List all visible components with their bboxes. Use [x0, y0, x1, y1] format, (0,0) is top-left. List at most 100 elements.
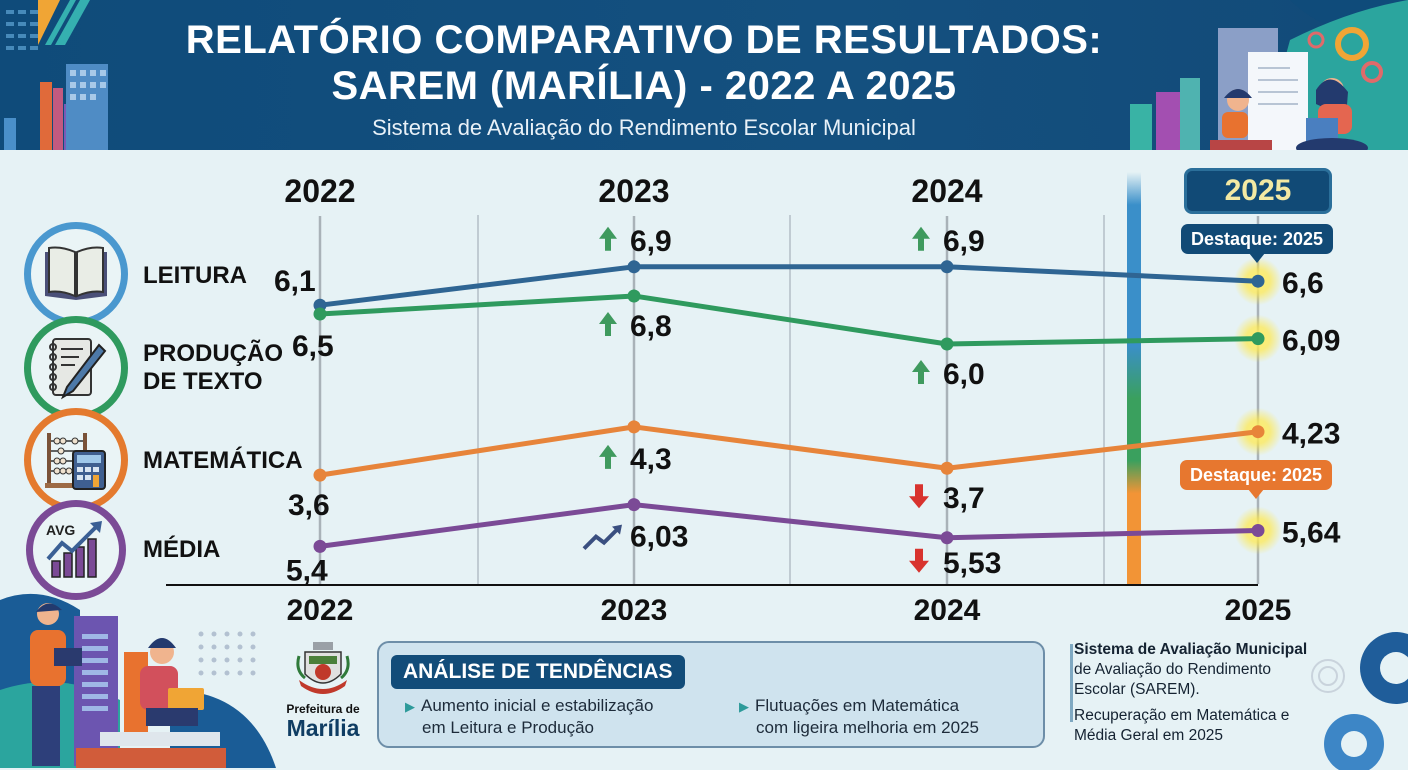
bullet-triangle-icon: ▶: [405, 699, 415, 714]
logo-text-marilia: Marília: [286, 715, 360, 741]
x-tick-label-2024: 2024: [914, 594, 981, 620]
subject-label-media: MÉDIA: [143, 536, 221, 563]
logo-text-prefeitura: Prefeitura de: [286, 702, 360, 716]
data-label: 6,1: [274, 265, 316, 298]
data-point: [1251, 332, 1265, 346]
data-point: [627, 420, 641, 434]
growth-line: [582, 527, 620, 551]
report-subtitle: Sistema de Avaliação do Rendimento Escol…: [372, 115, 916, 140]
top-year-label-2023: 2023: [598, 173, 669, 209]
top-year-label-2024: 2024: [911, 173, 982, 209]
data-point: [313, 539, 327, 553]
trend-up-arrow-icon: [599, 312, 617, 336]
side-note-rest: de Avaliação do Rendimento Escolar (SARE…: [1074, 661, 1272, 698]
trend-bullet-1-line1: Aumento inicial e estabilização: [421, 696, 654, 715]
series-line-leitura: [319, 264, 1259, 308]
x-tick-label-2023: 2023: [601, 594, 668, 620]
x-tick-label-2025: 2025: [1225, 594, 1292, 620]
growth-trend-icon: [582, 524, 622, 551]
data-label: 6,9: [630, 225, 672, 258]
trend-bullet-1: ▶ Aumento inicial e estabilização em Leit…: [405, 695, 653, 738]
trend-analysis-box: ANÁLISE DE TENDÊNCIAS ▶ Aumento inicial e…: [377, 641, 1045, 748]
highlight-divider-bar: [1127, 172, 1141, 584]
data-label: 6,8: [630, 310, 672, 343]
growth-arrowhead: [612, 524, 622, 535]
side-note-paragraph-1: Sistema de Avaliação Municipal de Avalia…: [1074, 640, 1324, 700]
trend-down-arrow-icon: [909, 548, 929, 573]
data-label: 4,3: [630, 443, 672, 476]
trend-up-arrow-icon: [599, 226, 617, 251]
data-point: [940, 260, 954, 274]
series-line-matem-tica: [319, 424, 1259, 478]
top-year-label-2022: 2022: [284, 173, 355, 209]
data-label: 6,03: [630, 521, 688, 554]
series-line-produ-o-de-texto: [319, 293, 1259, 347]
data-label: 5,64: [1282, 516, 1341, 549]
coat-of-arms-icon: [296, 642, 350, 694]
data-label: 3,7: [943, 482, 985, 515]
gears-decoration: [1311, 632, 1408, 770]
trend-bullet-1-line2: em Leitura e Produção: [422, 718, 594, 737]
notebook-pen-icon: [49, 338, 107, 400]
bullet-triangle-icon: ▶: [739, 699, 749, 714]
data-label: 6,5: [292, 330, 334, 363]
subject-label-producao-line2: DE TEXTO: [143, 368, 263, 395]
arrow-shape: [599, 444, 617, 469]
trend-analysis-title: ANÁLISE DE TENDÊNCIAS: [391, 655, 685, 689]
matematica-icon-badge: [24, 408, 128, 512]
trend-bullet-2-line1: Flutuações em Matemática: [755, 696, 960, 715]
abacus-calculator-icon: [45, 433, 106, 490]
city-skyline-left-illustration: [4, 0, 108, 150]
report-title-line-1: RELATÓRIO COMPARATIVO DE RESULTADOS:: [185, 18, 1103, 62]
side-note-paragraph-2: Recuperação em Matemática e Média Geral …: [1074, 707, 1290, 744]
x-tick-label-2022: 2022: [287, 594, 354, 620]
line-chart: 6,1 6,9 6,9 6,6 6,5 6,8 6,0 6,09 3,6 4,3 3,7 4,23 5,…: [166, 172, 1341, 620]
data-point: [1251, 425, 1265, 439]
highlight-year-badge: 2025: [1184, 168, 1332, 214]
data-point: [313, 307, 327, 321]
data-label: 5,4: [286, 554, 328, 587]
sarem-side-note: Sistema de Avaliação Municipal de Avalia…: [1070, 640, 1324, 746]
report-title-line-2: SAREM (MARÍLIA) - 2022 A 2025: [331, 64, 957, 108]
data-point: [627, 260, 641, 274]
data-label: 6,09: [1282, 325, 1340, 358]
subject-label-matematica: MATEMÁTICA: [143, 447, 303, 474]
data-point: [313, 468, 327, 482]
arrow-shape: [599, 312, 617, 336]
arrow-shape: [912, 226, 930, 251]
data-point: [627, 289, 641, 303]
side-note-accent-bar: [1070, 644, 1073, 722]
side-note-bold: Sistema de Avaliação Municipal: [1074, 641, 1308, 658]
trend-up-arrow-icon: [912, 226, 930, 251]
producao-icon-badge: [24, 316, 128, 420]
prefeitura-logo: Prefeitura de Marília: [278, 640, 368, 740]
trend-up-arrow-icon: [912, 360, 930, 384]
highlight-callout-bottom: Destaque: 2025: [1180, 460, 1333, 499]
data-point: [1251, 274, 1265, 288]
data-label: 4,23: [1282, 418, 1340, 451]
data-point: [940, 337, 954, 351]
subject-label-leitura: LEITURA: [143, 262, 247, 289]
data-label: 6,6: [1282, 267, 1324, 300]
data-label: 3,6: [288, 489, 330, 522]
data-label: 5,53: [943, 547, 1001, 580]
data-label: 6,9: [943, 225, 985, 258]
trend-up-arrow-icon: [599, 444, 617, 469]
students-reading-illustration: [1130, 0, 1408, 150]
arrow-shape: [912, 360, 930, 384]
data-point: [940, 461, 954, 475]
data-label: 6,0: [943, 358, 985, 391]
avg-growth-chart-icon: AVG: [46, 521, 102, 578]
arrow-shape: [909, 484, 929, 509]
trend-down-arrow-icon: [909, 484, 929, 509]
subject-label-producao-line1: PRODUÇÃO: [143, 340, 284, 367]
subject-label-producao: PRODUÇÃO DE TEXTO: [143, 340, 283, 396]
data-point: [627, 498, 641, 512]
trend-bullet-2-line2: com ligeira melhoria em 2025: [756, 718, 979, 737]
trend-bullet-2: ▶ Flutuações em Matemática com ligeira me…: [739, 695, 979, 738]
header-banner: RELATÓRIO COMPARATIVO DE RESULTADOS: SAR…: [0, 0, 1408, 150]
arrow-shape: [909, 548, 929, 573]
leitura-icon-badge: [24, 222, 128, 326]
media-icon-badge: AVG: [26, 500, 126, 600]
students-city-illustration: [0, 593, 276, 768]
